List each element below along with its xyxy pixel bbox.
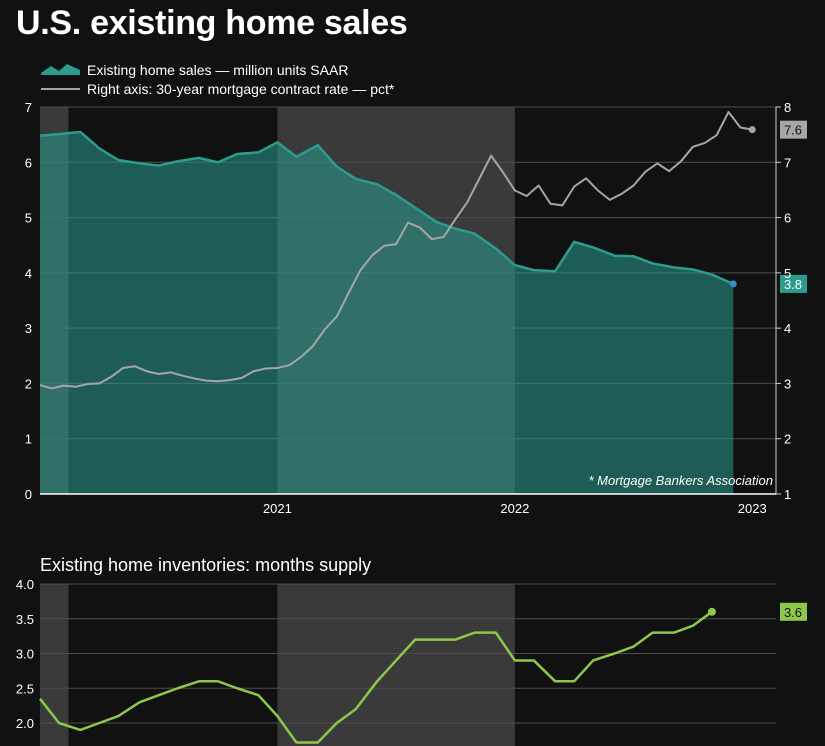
gridlines-2 [40, 583, 776, 724]
rate-end-label-box [780, 120, 807, 139]
recession-shading-2 [40, 584, 515, 746]
chart-title: U.S. existing home sales [16, 4, 408, 42]
supply-end-label-box [780, 602, 807, 621]
supply-end-dot [707, 607, 716, 616]
left-tick-label: 3 [25, 321, 32, 336]
legend-rate-label: Right axis: 30-year mortgage contract ra… [87, 81, 395, 97]
sales-end-label: 3.8 [784, 277, 802, 292]
inventory-chart-title: Existing home inventories: months supply [40, 555, 371, 575]
shaded-period [40, 584, 69, 746]
mortgage-rate-line: 7.6 [39, 110, 807, 390]
sales-area-fill [40, 131, 734, 494]
right-tick-label: 1 [784, 487, 791, 502]
legend-sales-swatch [41, 64, 80, 75]
right-tick-label: 3 [784, 376, 791, 391]
left-tick-label: 4 [25, 266, 32, 281]
left-tick-label: 2 [25, 376, 32, 391]
left-tick-label: 7 [25, 100, 32, 115]
home-sales-chart: 3.8 7.6 0 1 2 3 4 5 6 7 1 2 3 4 5 6 7 8 2021 2022 2023 Exi… [25, 62, 807, 516]
shaded-period [277, 584, 515, 746]
rate-end-dot [748, 126, 756, 134]
legend-sales-label: Existing home sales — million units SAAR [87, 62, 348, 78]
right-tick-label: 2 [784, 432, 791, 447]
y-tick-label: 2.0 [16, 716, 34, 731]
left-tick-label: 0 [25, 487, 32, 502]
right-tick-label: 7 [784, 155, 791, 170]
x-tick-label: 2023 [738, 501, 767, 516]
left-tick-label: 6 [25, 155, 32, 170]
x-tick-label: 2021 [263, 501, 292, 516]
right-tick-label: 4 [784, 321, 791, 336]
left-tick-label: 5 [25, 211, 32, 226]
y-tick-label: 3.5 [16, 612, 34, 627]
sales-end-label-box [780, 274, 807, 293]
supply-end-label: 3.6 [784, 605, 802, 620]
sales-line [39, 130, 734, 286]
y-tick-label: 3.0 [16, 647, 34, 662]
y-tick-label: 2.5 [16, 681, 34, 696]
rate-end-label: 7.6 [784, 123, 802, 138]
source-annotation: * Mortgage Bankers Association [588, 473, 773, 488]
right-tick-label: 8 [784, 100, 791, 115]
home-sales-area: 3.8 [39, 130, 807, 494]
right-tick-label: 5 [784, 266, 791, 281]
x-tick-label: 2022 [500, 501, 529, 516]
months-supply-line: 3.6 [39, 602, 807, 744]
left-tick-label: 1 [25, 432, 32, 447]
legend: Existing home sales — million units SAAR… [41, 62, 395, 97]
y-tick-label: 4.0 [16, 577, 34, 592]
rate-line [39, 110, 753, 390]
axes-2: 2.0 2.5 3.0 3.5 4.0 [16, 577, 34, 731]
supply-line [39, 610, 713, 744]
axes: 0 1 2 3 4 5 6 7 1 2 3 4 5 6 7 8 2021 2022 2023 [25, 100, 791, 516]
sales-end-dot [729, 280, 737, 288]
right-tick-label: 6 [784, 211, 791, 226]
